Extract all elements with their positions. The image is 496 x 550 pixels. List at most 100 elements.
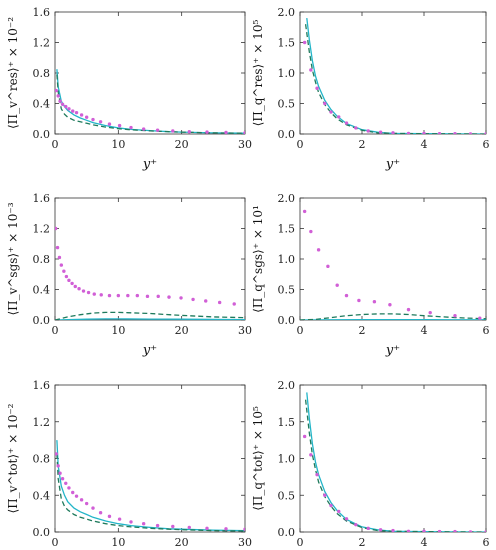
x-tick-label: 0 <box>52 138 59 151</box>
data-point <box>171 524 175 529</box>
data-point <box>155 128 160 132</box>
data-point <box>55 88 58 93</box>
data-point <box>302 209 307 214</box>
x-tick-label: 30 <box>238 536 252 549</box>
data-point <box>107 122 112 126</box>
y-tick-label: 0.4 <box>33 489 51 502</box>
y-tick-label: 1.2 <box>33 37 51 50</box>
data-point <box>224 130 228 134</box>
data-point <box>155 523 160 528</box>
data-point <box>422 131 426 134</box>
data-point <box>484 132 486 134</box>
data-point <box>74 110 79 115</box>
data-point <box>316 248 321 252</box>
y-tick-label: 0.0 <box>278 314 296 327</box>
data-point <box>73 284 77 289</box>
data-point <box>71 109 75 113</box>
y-axis-label: ⟨Π_v^tot⟩⁺ × 10⁻² <box>6 403 20 513</box>
data-point <box>167 295 171 299</box>
y-tick-label: 0.0 <box>278 526 296 539</box>
x-tick-label: 20 <box>175 536 189 549</box>
x-axis-label: y⁺ <box>385 343 400 358</box>
data-point <box>309 453 313 457</box>
data-point <box>56 94 60 98</box>
data-point <box>453 131 457 134</box>
x-tick-label: 30 <box>238 324 252 337</box>
x-axis-label: y⁺ <box>142 343 157 358</box>
x-tick-label: 4 <box>421 138 428 151</box>
x-tick-label: 0 <box>52 324 59 337</box>
data-point <box>187 130 191 134</box>
data-point <box>70 281 74 286</box>
series-line-solid <box>55 318 245 320</box>
y-tick-label: 0.5 <box>278 489 296 502</box>
y-tick-label: 1.5 <box>278 223 296 236</box>
data-point <box>79 498 84 502</box>
data-point <box>57 255 62 260</box>
data-point <box>126 293 130 298</box>
x-tick-label: 2 <box>359 324 366 337</box>
data-point <box>315 86 319 90</box>
data-point <box>91 117 95 122</box>
data-point <box>422 529 426 532</box>
data-point <box>344 293 349 298</box>
data-point <box>344 517 349 521</box>
y-tick-label: 1.0 <box>278 453 296 466</box>
series-line-dashed <box>304 399 486 532</box>
x-tick-label: 6 <box>483 324 490 337</box>
data-point <box>55 245 60 250</box>
data-point <box>107 514 112 519</box>
y-tick-label: 1.6 <box>33 192 51 205</box>
data-point <box>337 115 341 119</box>
data-point <box>171 129 175 133</box>
x-tick-label: 6 <box>483 138 490 151</box>
data-point <box>84 501 89 506</box>
panel-2: 0 2 4 6 0.0 0.5 1.0 1.5 2.0 y⁺ ⟨Π_q^res⟩⁺ × 10⁵ <box>251 6 490 172</box>
axes-frame <box>54 384 246 533</box>
data-point <box>468 530 473 532</box>
data-point <box>141 127 146 131</box>
data-point <box>205 526 209 531</box>
y-tick-label: 1.0 <box>278 67 296 80</box>
axes-frame <box>299 11 487 135</box>
plot-area <box>55 69 245 134</box>
x-tick-label: 20 <box>175 138 189 151</box>
x-tick-label: 2 <box>359 138 366 151</box>
y-tick-label: 1.6 <box>33 379 51 392</box>
data-point <box>62 269 66 273</box>
data-point <box>74 494 79 498</box>
panel-1: 0 10 20 30 0.0 0.4 0.8 1.2 1.6 y⁺ ⟨Π_v^res⟩⁺ × 10⁻… <box>6 6 252 172</box>
plot-area <box>55 226 245 320</box>
x-tick-label: 10 <box>111 536 125 549</box>
series-line-solid <box>306 18 486 134</box>
data-point <box>337 509 341 514</box>
data-point <box>366 526 370 531</box>
data-point <box>326 264 330 269</box>
x-tick-label: 0 <box>52 536 59 549</box>
data-point <box>67 278 71 283</box>
data-point <box>55 226 58 231</box>
data-point <box>58 99 62 103</box>
y-tick-label: 0.4 <box>33 98 51 111</box>
data-point <box>59 263 64 267</box>
y-axis-label: ⟨Π_v^sgs⟩⁺ × 10⁻³ <box>6 202 20 315</box>
y-tick-label: 0.5 <box>278 98 296 111</box>
data-point <box>232 302 236 306</box>
y-tick-label: 1.2 <box>33 223 51 236</box>
plot-area <box>300 209 486 320</box>
y-axis-label: ⟨Π_q^sgs⟩⁺ × 10¹ <box>251 205 265 313</box>
x-tick-label: 0 <box>297 536 304 549</box>
data-point <box>71 490 75 495</box>
y-tick-label: 0.8 <box>33 253 51 266</box>
y-tick-label: 0.0 <box>33 314 51 327</box>
data-point <box>388 303 392 307</box>
y-axis-label: ⟨Π_q^tot⟩⁺ × 10⁵ <box>251 406 265 511</box>
series-line-dashed <box>300 313 486 320</box>
series-line-solid <box>56 440 245 532</box>
data-point <box>329 503 333 508</box>
y-tick-label: 1.2 <box>33 416 51 429</box>
data-point <box>309 68 313 72</box>
x-tick-label: 20 <box>175 324 189 337</box>
